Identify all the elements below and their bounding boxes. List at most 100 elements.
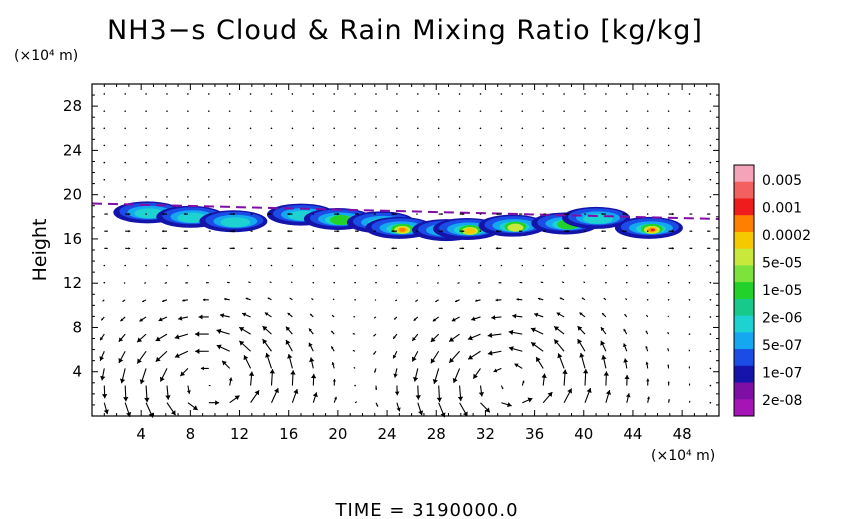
wind-vector-dot xyxy=(646,213,649,215)
wind-vector-dot xyxy=(354,127,356,130)
wind-vector-dot xyxy=(207,196,210,198)
wind-vector xyxy=(512,313,523,319)
wind-vector xyxy=(309,313,314,318)
wind-vector-dot xyxy=(187,93,189,95)
wind-vector-dot xyxy=(312,178,315,181)
wind-vector-dot xyxy=(584,247,586,250)
wind-vector xyxy=(119,368,126,384)
wind-vector xyxy=(500,385,504,390)
wind-vector xyxy=(415,299,419,302)
wind-vector xyxy=(290,370,296,386)
wind-vector xyxy=(625,298,628,301)
wind-vector-dot xyxy=(291,264,294,267)
wind-vector xyxy=(519,213,523,215)
wind-vector xyxy=(375,402,379,407)
wind-vector xyxy=(624,374,630,386)
wind-vector-dot xyxy=(625,161,628,164)
wind-vector xyxy=(219,313,230,318)
wind-vector xyxy=(227,281,230,284)
wind-vector xyxy=(104,247,108,250)
wind-vector xyxy=(250,389,260,404)
wind-vector xyxy=(308,328,314,335)
x-tick-label: 44 xyxy=(623,425,642,443)
wind-vector-dot xyxy=(291,178,294,181)
wind-vector xyxy=(375,385,378,391)
wind-vector xyxy=(457,385,464,402)
wind-vector xyxy=(285,326,293,335)
wind-vector xyxy=(459,212,465,216)
wind-vector-dot xyxy=(437,127,440,130)
wind-vector-dot xyxy=(145,110,147,112)
wind-vector-dot xyxy=(584,178,586,181)
colorbar-label: 5e-07 xyxy=(762,338,802,354)
wind-vector-dot xyxy=(416,144,419,147)
wind-vector xyxy=(579,312,586,318)
wind-vector-dot xyxy=(187,110,189,112)
wind-vector xyxy=(600,340,607,352)
wind-vector-dot xyxy=(312,264,315,267)
wind-vector-dot xyxy=(187,127,189,130)
wind-vector-dot xyxy=(625,110,628,112)
wind-vector-dot xyxy=(103,196,106,198)
wind-vector-dot xyxy=(667,196,670,198)
wind-vector xyxy=(583,281,586,284)
wind-vector xyxy=(262,325,272,335)
wind-vector-dot xyxy=(312,144,315,147)
wind-vector xyxy=(267,297,272,301)
wind-vector xyxy=(165,385,171,400)
wind-vector-dot xyxy=(166,161,168,164)
wind-vector-dot xyxy=(166,144,168,147)
wind-vector xyxy=(496,229,502,233)
wind-vector xyxy=(208,230,211,232)
wind-vector-dot xyxy=(646,178,649,181)
wind-vector-dot xyxy=(500,144,503,147)
colorbar-frame xyxy=(733,164,755,417)
wind-vector xyxy=(308,342,314,352)
wind-vector xyxy=(216,328,230,335)
cloud-contour xyxy=(398,227,406,232)
wind-vector xyxy=(287,212,293,216)
wind-vector xyxy=(102,299,105,302)
wind-vector-dot xyxy=(458,178,461,181)
wind-vector-dot xyxy=(354,93,356,95)
wind-vector xyxy=(265,352,273,369)
wind-vector-dot xyxy=(228,264,231,267)
wind-vector xyxy=(395,299,398,302)
wind-vector xyxy=(248,371,255,386)
wind-vector-dot xyxy=(312,93,315,95)
wind-vector-dot xyxy=(166,178,168,181)
wind-vector xyxy=(101,385,108,399)
wind-vector xyxy=(332,378,337,386)
wind-vector xyxy=(250,247,253,249)
wind-vector-dot xyxy=(584,127,586,130)
wind-vector xyxy=(139,368,147,385)
wind-vector xyxy=(394,385,400,396)
wind-vector xyxy=(667,364,670,369)
wind-vector xyxy=(162,212,167,216)
wind-vector xyxy=(354,401,358,404)
wind-vector-dot xyxy=(396,178,398,181)
wind-vector-dot xyxy=(688,264,691,267)
wind-vector-dot xyxy=(500,127,503,130)
wind-vector xyxy=(333,396,337,403)
wind-vector-dot xyxy=(709,316,712,318)
wind-vector-dot xyxy=(646,144,649,147)
wind-vector xyxy=(601,354,607,369)
wind-vector-dot xyxy=(187,178,189,181)
y-tick-label: 28 xyxy=(63,97,82,115)
wind-vector xyxy=(535,356,544,369)
wind-vector-dot xyxy=(479,93,482,95)
wind-vector-dot xyxy=(228,144,231,147)
wind-vector xyxy=(413,316,419,322)
wind-vector-dot xyxy=(312,281,315,284)
wind-vector xyxy=(311,297,314,301)
wind-vector xyxy=(416,282,419,284)
wind-vector xyxy=(355,213,359,215)
wind-vector-dot xyxy=(605,144,607,147)
wind-vector-dot xyxy=(605,93,607,95)
wind-vector-dot xyxy=(103,281,106,284)
x-tick-label: 24 xyxy=(378,425,397,443)
wind-vector-dot xyxy=(584,110,586,112)
wind-vector-dot xyxy=(228,110,231,112)
wind-vector xyxy=(467,333,481,341)
